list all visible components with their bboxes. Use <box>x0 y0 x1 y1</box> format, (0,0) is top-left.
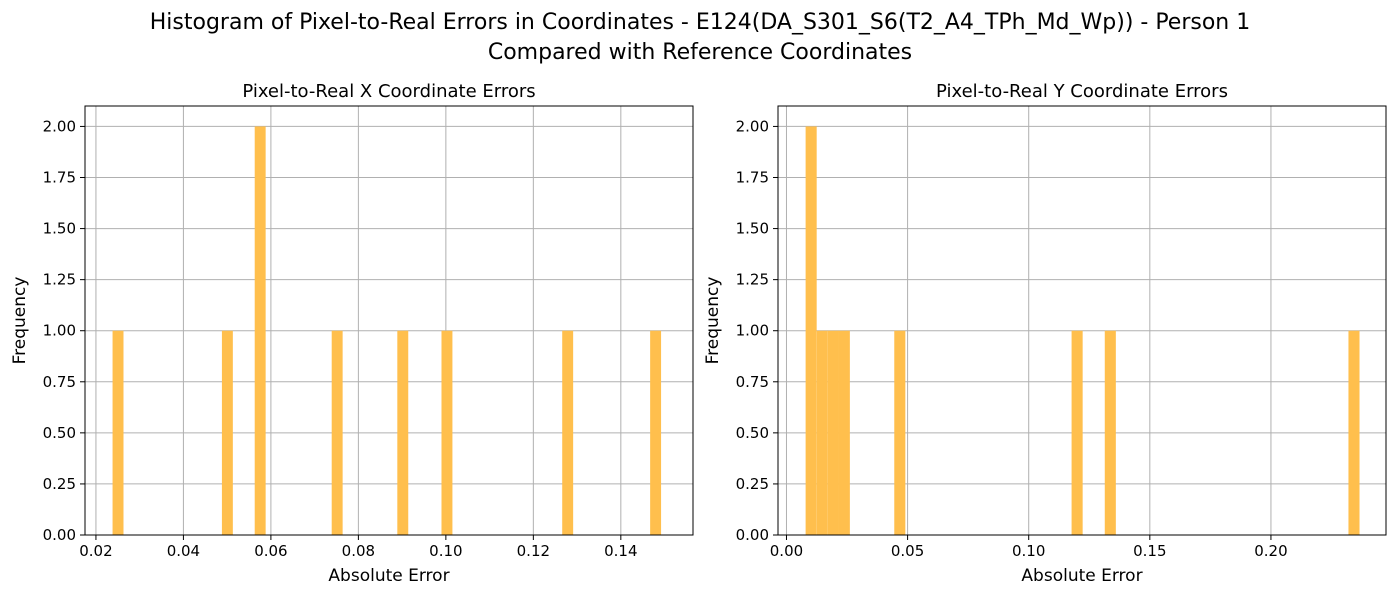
y-tick-label: 0.75 <box>43 373 76 391</box>
y-tick-label: 0.50 <box>736 424 769 442</box>
histogram-bar <box>650 330 662 535</box>
histogram-bar <box>331 330 343 535</box>
histogram-bar <box>221 330 233 535</box>
y-tick-label: 2.00 <box>43 117 76 135</box>
axes-frame <box>777 105 1387 536</box>
histogram-bar <box>838 330 850 535</box>
figure-title: Histogram of Pixel-to-Real Errors in Coo… <box>0 8 1400 68</box>
histogram-bar <box>894 330 906 535</box>
histogram-bar <box>827 330 839 535</box>
y-tick-label: 1.75 <box>736 169 769 187</box>
x-tick-label: 0.05 <box>891 542 924 560</box>
x-tick-label: 0.15 <box>1133 542 1166 560</box>
y-axis-label: Frequency <box>703 277 723 365</box>
x-error-histogram: 0.02 0.04 0.06 0.08 0.10 0.12 0.14 0.00 0.25 0.50… <box>10 81 694 586</box>
chart-title: Pixel-to-Real X Coordinate Errors <box>242 81 535 102</box>
x-tick-label: 0.12 <box>517 542 550 560</box>
histogram-bar <box>1348 330 1360 535</box>
histogram-bar <box>397 330 409 535</box>
y-tick-label: 1.50 <box>736 220 769 238</box>
figure-title-line-2: Compared with Reference Coordinates <box>487 40 913 65</box>
y-tick-label: 1.25 <box>43 271 76 289</box>
histogram-bar <box>805 126 817 535</box>
y-error-histogram: 0.00 0.05 0.10 0.15 0.20 0.00 0.25 0.50 0.75 1.00… <box>703 81 1387 586</box>
x-tick-label: 0.20 <box>1254 542 1287 560</box>
y-tick-label: 2.00 <box>736 117 769 135</box>
y-tick-label: 0.00 <box>736 526 769 544</box>
histogram-bar <box>816 330 828 535</box>
x-tick-label: 0.00 <box>770 542 803 560</box>
y-tick-label: 0.50 <box>43 424 76 442</box>
y-tick-label: 0.75 <box>736 373 769 391</box>
histogram-bar <box>562 330 574 535</box>
histogram-bar <box>441 330 453 535</box>
x-tick-label: 0.14 <box>604 542 637 560</box>
x-tick-label: 0.06 <box>254 542 287 560</box>
chart-title: Pixel-to-Real Y Coordinate Errors <box>936 81 1228 102</box>
x-tick-label: 0.04 <box>167 542 200 560</box>
x-axis-label: Absolute Error <box>1021 566 1142 586</box>
x-tick-label: 0.08 <box>342 542 375 560</box>
y-tick-label: 1.25 <box>736 271 769 289</box>
y-tick-label: 0.25 <box>736 475 769 493</box>
x-tick-label: 0.10 <box>1012 542 1045 560</box>
x-axis-label: Absolute Error <box>328 566 449 586</box>
y-tick-label: 1.50 <box>43 220 76 238</box>
y-tick-label: 0.25 <box>43 475 76 493</box>
histogram-bar <box>1071 330 1083 535</box>
histogram-bar <box>254 126 266 535</box>
x-tick-label: 0.02 <box>79 542 112 560</box>
histogram-bar <box>112 330 124 535</box>
y-tick-label: 1.00 <box>736 322 769 340</box>
histogram-bar <box>1104 330 1116 535</box>
axes-frame <box>84 105 694 536</box>
y-tick-label: 1.00 <box>43 322 76 340</box>
x-tick-label: 0.10 <box>429 542 462 560</box>
y-tick-label: 0.00 <box>43 526 76 544</box>
figure-title-line-1: Histogram of Pixel-to-Real Errors in Coo… <box>149 10 1251 35</box>
y-axis-label: Frequency <box>10 277 30 365</box>
y-tick-label: 1.75 <box>43 169 76 187</box>
